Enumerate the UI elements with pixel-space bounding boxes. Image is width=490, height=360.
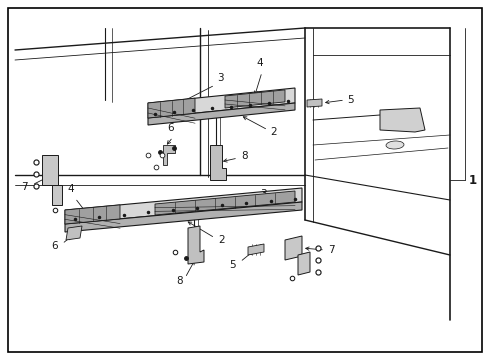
Polygon shape bbox=[65, 202, 302, 232]
Text: 7: 7 bbox=[22, 182, 28, 192]
Polygon shape bbox=[163, 145, 175, 165]
Polygon shape bbox=[155, 191, 295, 215]
Polygon shape bbox=[65, 188, 302, 224]
Polygon shape bbox=[380, 108, 425, 132]
Text: 4: 4 bbox=[68, 184, 74, 194]
Polygon shape bbox=[285, 236, 302, 260]
Polygon shape bbox=[42, 155, 58, 185]
Polygon shape bbox=[148, 98, 195, 118]
Text: 6: 6 bbox=[51, 241, 58, 251]
Text: 8: 8 bbox=[176, 276, 183, 286]
Polygon shape bbox=[210, 145, 226, 180]
Text: 2: 2 bbox=[270, 127, 277, 137]
Text: 2: 2 bbox=[218, 235, 224, 245]
Text: 6: 6 bbox=[168, 123, 174, 133]
Polygon shape bbox=[248, 244, 264, 255]
Polygon shape bbox=[148, 88, 295, 118]
Text: 5: 5 bbox=[229, 260, 236, 270]
Polygon shape bbox=[66, 226, 82, 240]
Text: 3: 3 bbox=[260, 189, 267, 199]
Text: 5: 5 bbox=[347, 95, 354, 105]
Polygon shape bbox=[188, 226, 204, 264]
Text: 1: 1 bbox=[469, 174, 477, 186]
Text: 3: 3 bbox=[217, 73, 223, 83]
Text: 7: 7 bbox=[328, 245, 335, 255]
Polygon shape bbox=[298, 252, 310, 275]
Text: 8: 8 bbox=[241, 151, 247, 161]
Polygon shape bbox=[52, 185, 62, 205]
Ellipse shape bbox=[386, 141, 404, 149]
Text: 4: 4 bbox=[257, 58, 263, 68]
Polygon shape bbox=[148, 103, 295, 125]
Polygon shape bbox=[225, 90, 285, 108]
Polygon shape bbox=[65, 205, 120, 224]
Polygon shape bbox=[307, 99, 322, 107]
